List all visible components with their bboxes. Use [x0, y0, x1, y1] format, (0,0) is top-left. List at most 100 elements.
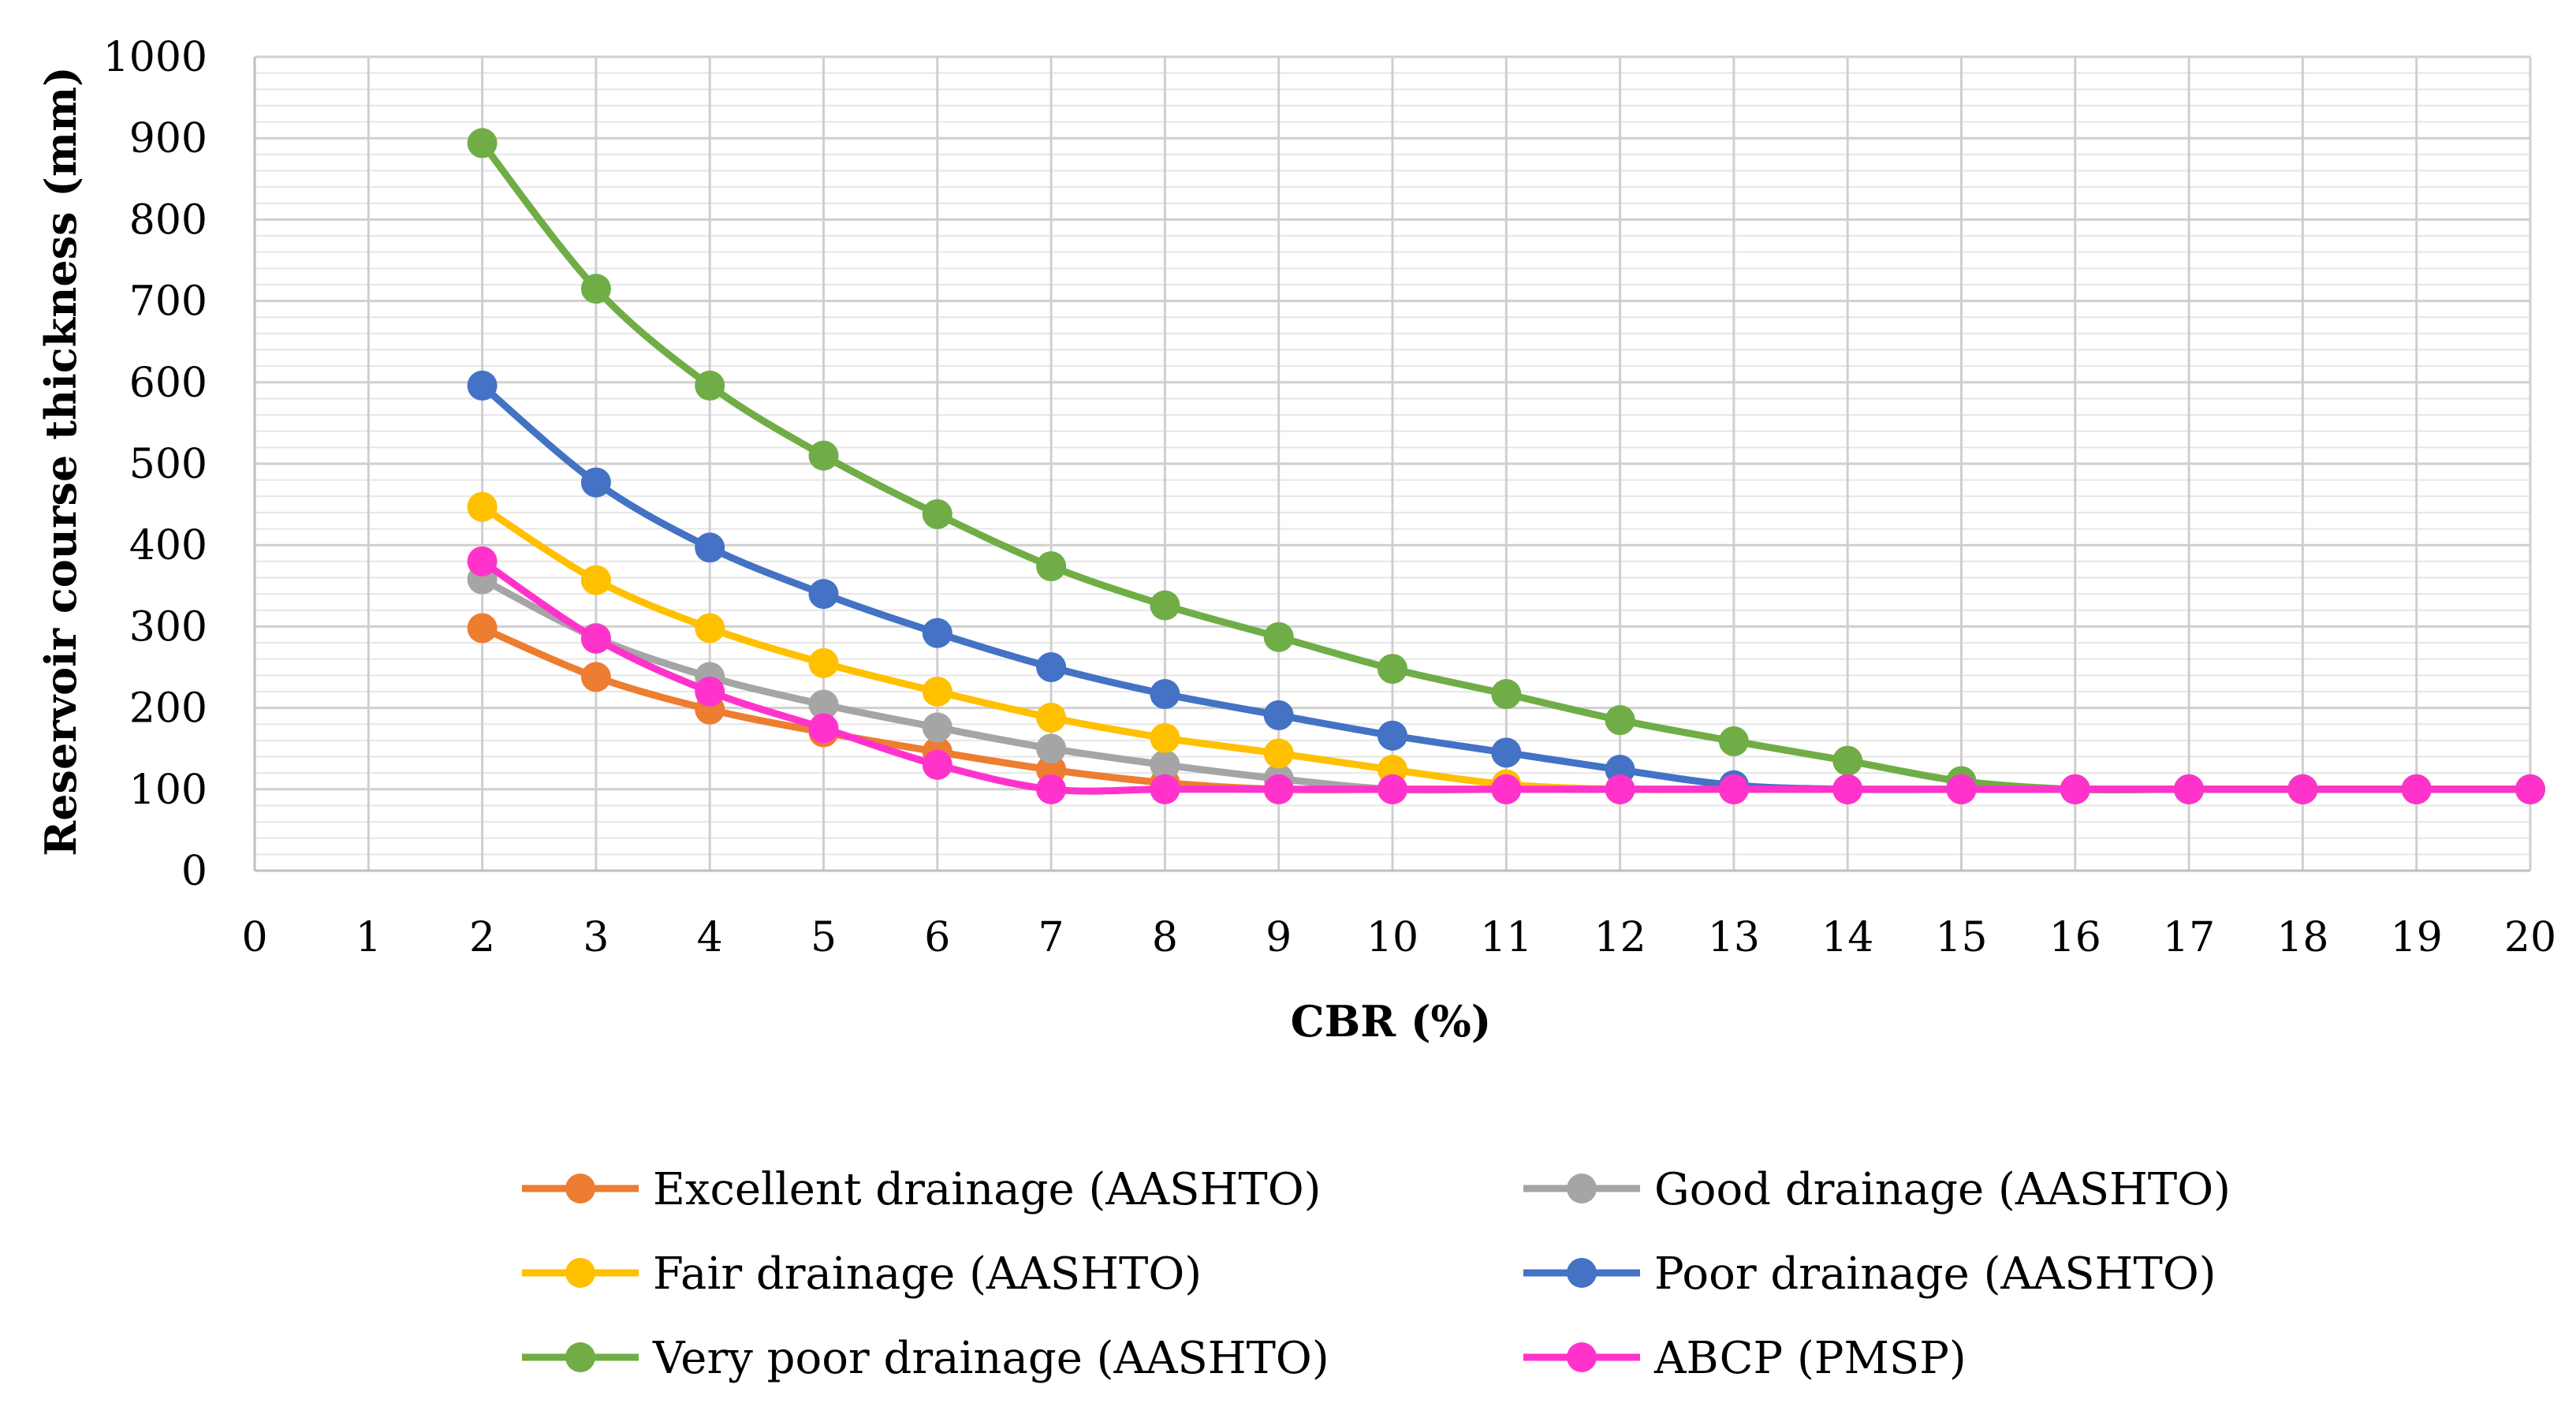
- y-tick-label: 1000: [103, 34, 207, 81]
- data-point: [1263, 774, 1294, 804]
- x-tick-label: 9: [1266, 914, 1292, 961]
- data-point: [922, 498, 952, 529]
- x-tick-label: 14: [1821, 914, 1873, 961]
- data-point: [1832, 774, 1863, 804]
- legend-swatch-marker: [565, 1174, 595, 1203]
- data-point: [1718, 726, 1749, 756]
- data-point: [1150, 774, 1180, 804]
- x-tick-label: 13: [1708, 914, 1760, 961]
- y-tick-label: 100: [129, 767, 207, 814]
- data-point: [2401, 774, 2432, 804]
- x-axis-title: CBR (%): [1291, 996, 1492, 1047]
- legend-label: ABCP (PMSP): [1653, 1333, 1966, 1384]
- data-point: [1605, 705, 1635, 736]
- data-point: [808, 647, 839, 678]
- data-point: [922, 749, 952, 780]
- legend-label: Very poor drainage (AASHTO): [652, 1333, 1329, 1384]
- data-point: [1036, 551, 1067, 582]
- x-tick-label: 11: [1480, 914, 1532, 961]
- legend-label: Excellent drainage (AASHTO): [653, 1164, 1322, 1215]
- data-point: [695, 613, 725, 644]
- data-point: [580, 274, 611, 304]
- y-tick-label: 700: [129, 278, 207, 326]
- x-tick-label: 7: [1038, 914, 1064, 961]
- legend-item: Excellent drainage (AASHTO): [522, 1164, 1322, 1215]
- x-tick-label: 17: [2163, 914, 2215, 961]
- y-tick-label: 0: [181, 848, 207, 895]
- legend-label: Good drainage (AASHTO): [1654, 1164, 2231, 1215]
- y-tick-label: 400: [129, 522, 207, 569]
- axes: [253, 57, 2530, 872]
- data-point: [1263, 621, 1294, 652]
- data-point: [1150, 679, 1180, 710]
- x-tick-label: 16: [2049, 914, 2101, 961]
- data-point: [1605, 774, 1635, 804]
- legend-item: Very poor drainage (AASHTO): [522, 1333, 1329, 1384]
- legend-label: Poor drainage (AASHTO): [1654, 1248, 2216, 1300]
- data-point: [922, 618, 952, 648]
- y-tick-label: 200: [129, 685, 207, 733]
- data-point: [808, 713, 839, 744]
- y-tick-label: 600: [129, 360, 207, 407]
- data-point: [467, 491, 498, 522]
- x-tick-label: 5: [811, 914, 837, 961]
- legend-swatch-marker: [1567, 1258, 1597, 1288]
- legend: Excellent drainage (AASHTO) Good drainage…: [522, 1164, 2231, 1384]
- legend-label: Fair drainage (AASHTO): [653, 1248, 1202, 1300]
- data-point: [1150, 749, 1180, 780]
- data-point: [922, 712, 952, 743]
- data-point: [1150, 722, 1180, 753]
- x-tick-label: 10: [1366, 914, 1418, 961]
- data-point: [808, 689, 839, 720]
- x-tick-label: 4: [697, 914, 723, 961]
- data-point: [2515, 774, 2545, 804]
- data-point: [1036, 652, 1067, 682]
- data-point: [1377, 654, 1407, 685]
- data-point: [467, 128, 498, 159]
- x-tick-label: 12: [1594, 914, 1646, 961]
- legend-item: Good drainage (AASHTO): [1523, 1164, 2231, 1215]
- data-point: [695, 532, 725, 563]
- data-point: [1491, 737, 1522, 768]
- y-tick-label: 500: [129, 441, 207, 488]
- x-tick-label: 3: [583, 914, 609, 961]
- data-point: [1832, 745, 1863, 776]
- x-tick-label: 18: [2276, 914, 2328, 961]
- legend-item: ABCP (PMSP): [1523, 1333, 1966, 1384]
- data-point: [467, 546, 498, 577]
- y-axis-title: Reservoir course thickness (mm): [35, 66, 86, 856]
- x-tick-labels: 0 1 2 3 4 5 6 7 8 9 10 11 12 13 14 15 16 17 18 19 20: [241, 914, 2556, 961]
- data-point: [695, 370, 725, 401]
- data-point: [580, 565, 611, 595]
- y-tick-labels: 0 100 200 300 400 500 600 700 800 900 1000: [103, 34, 207, 895]
- data-point: [1377, 774, 1407, 804]
- data-point: [2287, 774, 2318, 804]
- y-tick-label: 300: [129, 603, 207, 651]
- x-tick-label: 6: [924, 914, 950, 961]
- x-tick-label: 19: [2391, 914, 2443, 961]
- legend-swatch-marker: [565, 1258, 595, 1288]
- data-point: [808, 440, 839, 471]
- x-tick-label: 8: [1152, 914, 1178, 961]
- data-point: [1263, 738, 1294, 769]
- data-point: [922, 676, 952, 707]
- series-abcp-pmsp: [467, 546, 2545, 804]
- data-point: [2174, 774, 2205, 804]
- series-lines: [467, 128, 2545, 804]
- legend-item: Fair drainage (AASHTO): [522, 1248, 1202, 1300]
- x-tick-label: 2: [469, 914, 495, 961]
- x-tick-label: 1: [356, 914, 382, 961]
- legend-swatch-marker: [1567, 1174, 1597, 1203]
- data-point: [2060, 774, 2090, 804]
- x-tick-label: 0: [241, 914, 267, 961]
- data-point: [1491, 679, 1522, 710]
- data-point: [1036, 702, 1067, 733]
- data-point: [580, 623, 611, 654]
- data-point: [1036, 733, 1067, 764]
- x-tick-label: 15: [1935, 914, 1987, 961]
- data-point: [1718, 774, 1749, 804]
- data-point: [1946, 774, 1977, 804]
- legend-swatch-marker: [1567, 1342, 1597, 1372]
- data-point: [1377, 720, 1407, 751]
